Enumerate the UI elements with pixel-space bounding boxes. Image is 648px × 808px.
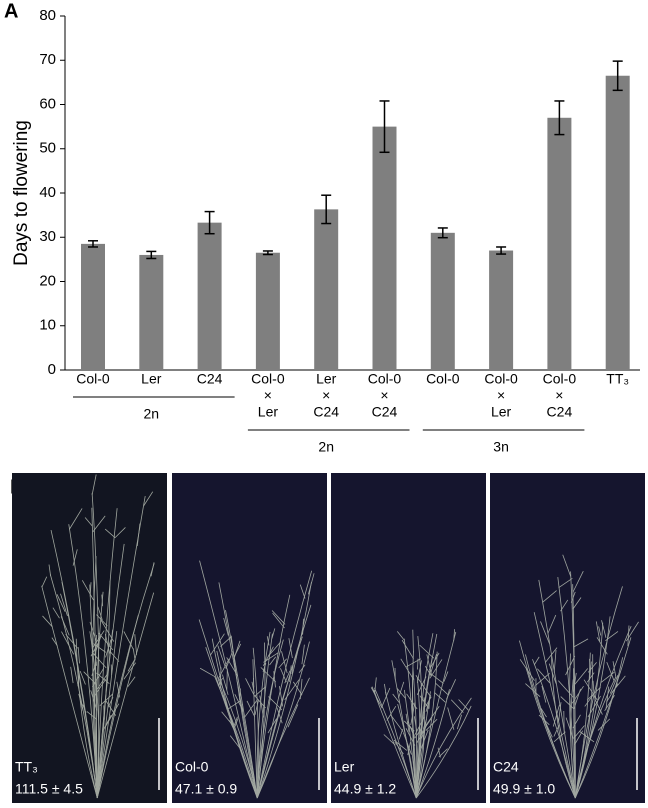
branch <box>417 659 418 670</box>
y-tick-label: 70 <box>39 51 56 68</box>
photo <box>490 473 645 803</box>
group-label: 3n <box>493 439 509 455</box>
x-tick-label: Ler <box>258 404 279 420</box>
y-tick-label: 20 <box>39 272 56 289</box>
bar <box>547 118 571 370</box>
photo-label: Col-0 <box>175 759 209 775</box>
x-tick-label: C24 <box>547 404 573 420</box>
panel-label: A <box>4 0 18 22</box>
bar <box>139 255 163 370</box>
x-tick-label: TT₃ <box>606 371 629 387</box>
x-tick-label: C24 <box>197 371 223 387</box>
bar <box>431 233 455 370</box>
x-tick-label: C24 <box>372 404 398 420</box>
x-tick-label: Col-0 <box>368 371 402 387</box>
photo-value: 111.5 ± 4.5 <box>15 781 83 797</box>
photo-value: 44.9 ± 1.2 <box>334 781 396 797</box>
y-tick-label: 80 <box>39 7 56 24</box>
x-tick-label: Col-0 <box>426 371 460 387</box>
x-tick-label: Col-0 <box>76 371 110 387</box>
x-tick-label: C24 <box>313 404 339 420</box>
x-tick-label: × <box>264 387 272 403</box>
photo-value: 49.9 ± 1.0 <box>493 781 555 797</box>
y-tick-label: 0 <box>48 361 56 378</box>
y-tick-label: 30 <box>39 228 56 245</box>
bar <box>198 223 222 370</box>
x-tick-label: Ler <box>316 371 337 387</box>
x-tick-label: Col-0 <box>484 371 518 387</box>
x-tick-label: Col-0 <box>543 371 577 387</box>
y-tick-label: 10 <box>39 317 56 334</box>
x-tick-label: × <box>497 387 505 403</box>
x-tick-label: Col-0 <box>251 371 285 387</box>
y-tick-label: 60 <box>39 95 56 112</box>
bar <box>373 127 397 370</box>
photo-label: Ler <box>334 759 355 775</box>
photo-label: TT₃ <box>15 759 38 775</box>
x-tick-label: Ler <box>141 371 162 387</box>
bar <box>256 253 280 370</box>
photo-value: 47.1 ± 0.9 <box>175 781 237 797</box>
photo-label: C24 <box>493 759 519 775</box>
x-tick-label: × <box>322 387 330 403</box>
x-tick-label: Ler <box>491 404 512 420</box>
y-axis-label: Days to flowering <box>11 120 32 266</box>
y-tick-label: 40 <box>39 184 56 201</box>
x-tick-label: × <box>555 387 563 403</box>
bar <box>606 76 630 370</box>
y-tick-label: 50 <box>39 140 56 157</box>
bar <box>489 251 513 370</box>
group-label: 2n <box>318 439 334 455</box>
x-tick-label: × <box>380 387 388 403</box>
bar <box>81 244 105 370</box>
bar <box>314 209 338 370</box>
group-label: 2n <box>144 406 160 422</box>
